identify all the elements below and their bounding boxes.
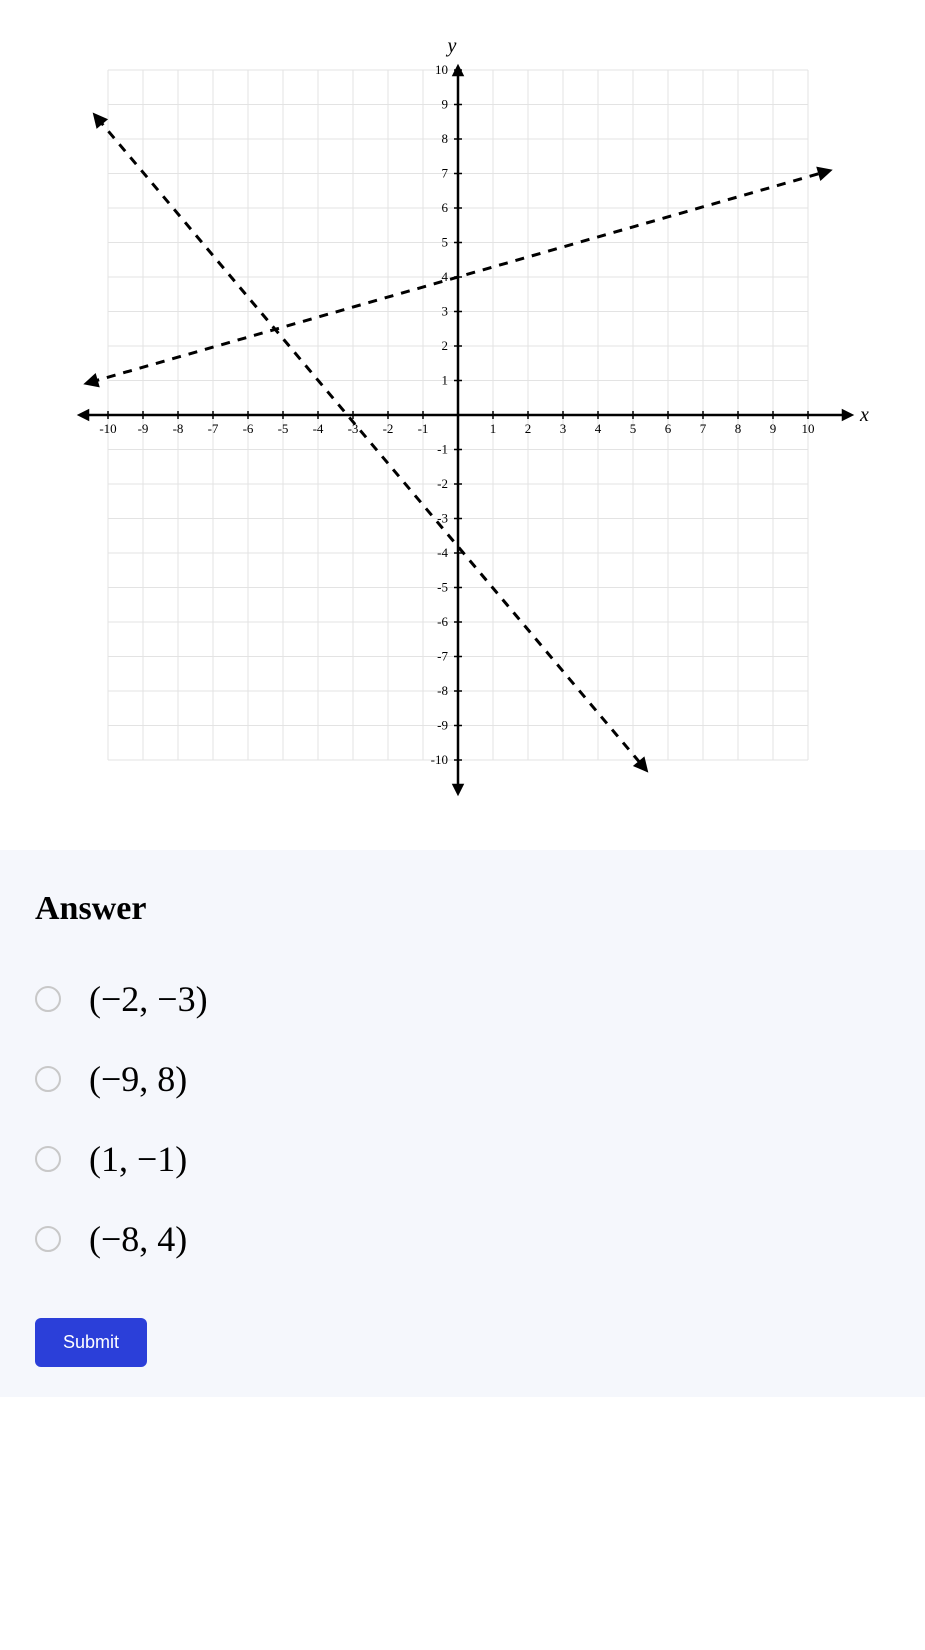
svg-text:4: 4 [441,269,448,284]
answer-option[interactable]: (−8, 4) [35,1218,890,1260]
answer-option[interactable]: (−2, −3) [35,978,890,1020]
radio-icon[interactable] [35,986,61,1012]
svg-text:-8: -8 [437,683,448,698]
answer-option[interactable]: (−9, 8) [35,1058,890,1100]
svg-text:y: y [445,35,456,57]
answer-section: Answer (−2, −3) (−9, 8) (1, −1) (−8, 4) Sub… [0,850,925,1397]
svg-text:7: 7 [699,421,706,436]
svg-text:8: 8 [734,421,741,436]
svg-text:1: 1 [441,373,448,388]
svg-text:10: 10 [435,62,448,77]
svg-text:-9: -9 [137,421,148,436]
svg-text:-5: -5 [277,421,288,436]
svg-text:5: 5 [441,235,448,250]
svg-text:-8: -8 [172,421,183,436]
option-label: (−9, 8) [89,1058,187,1100]
submit-button[interactable]: Submit [35,1318,147,1367]
svg-text:6: 6 [441,200,448,215]
svg-text:-4: -4 [437,545,448,560]
svg-text:-10: -10 [99,421,116,436]
svg-text:1: 1 [489,421,496,436]
svg-text:3: 3 [559,421,566,436]
answer-heading: Answer [35,890,890,928]
svg-text:-6: -6 [437,614,448,629]
option-label: (1, −1) [89,1138,187,1180]
svg-text:7: 7 [441,166,448,181]
svg-text:6: 6 [664,421,671,436]
svg-text:-1: -1 [417,421,428,436]
svg-text:-7: -7 [207,421,218,436]
option-label: (−2, −3) [89,978,208,1020]
coordinate-graph: -10-9-8-7-6-5-4-3-2-112345678910-10-9-8-… [53,20,873,810]
radio-icon[interactable] [35,1146,61,1172]
radio-icon[interactable] [35,1066,61,1092]
svg-text:2: 2 [441,338,448,353]
svg-text:-6: -6 [242,421,253,436]
svg-text:-1: -1 [437,442,448,457]
chart-section: -10-9-8-7-6-5-4-3-2-112345678910-10-9-8-… [0,0,925,850]
svg-text:-9: -9 [437,718,448,733]
answer-option[interactable]: (1, −1) [35,1138,890,1180]
svg-text:9: 9 [769,421,776,436]
svg-text:x: x [859,404,869,426]
svg-text:8: 8 [441,131,448,146]
svg-text:-7: -7 [437,649,448,664]
svg-text:5: 5 [629,421,636,436]
svg-text:-2: -2 [437,476,448,491]
svg-text:-10: -10 [430,752,447,767]
svg-text:-5: -5 [437,580,448,595]
svg-text:4: 4 [594,421,601,436]
svg-text:2: 2 [524,421,531,436]
radio-icon[interactable] [35,1226,61,1252]
option-label: (−8, 4) [89,1218,187,1260]
options-list: (−2, −3) (−9, 8) (1, −1) (−8, 4) [35,978,890,1260]
svg-text:3: 3 [441,304,448,319]
svg-text:-2: -2 [382,421,393,436]
svg-text:-4: -4 [312,421,323,436]
svg-text:10: 10 [801,421,814,436]
svg-text:9: 9 [441,97,448,112]
